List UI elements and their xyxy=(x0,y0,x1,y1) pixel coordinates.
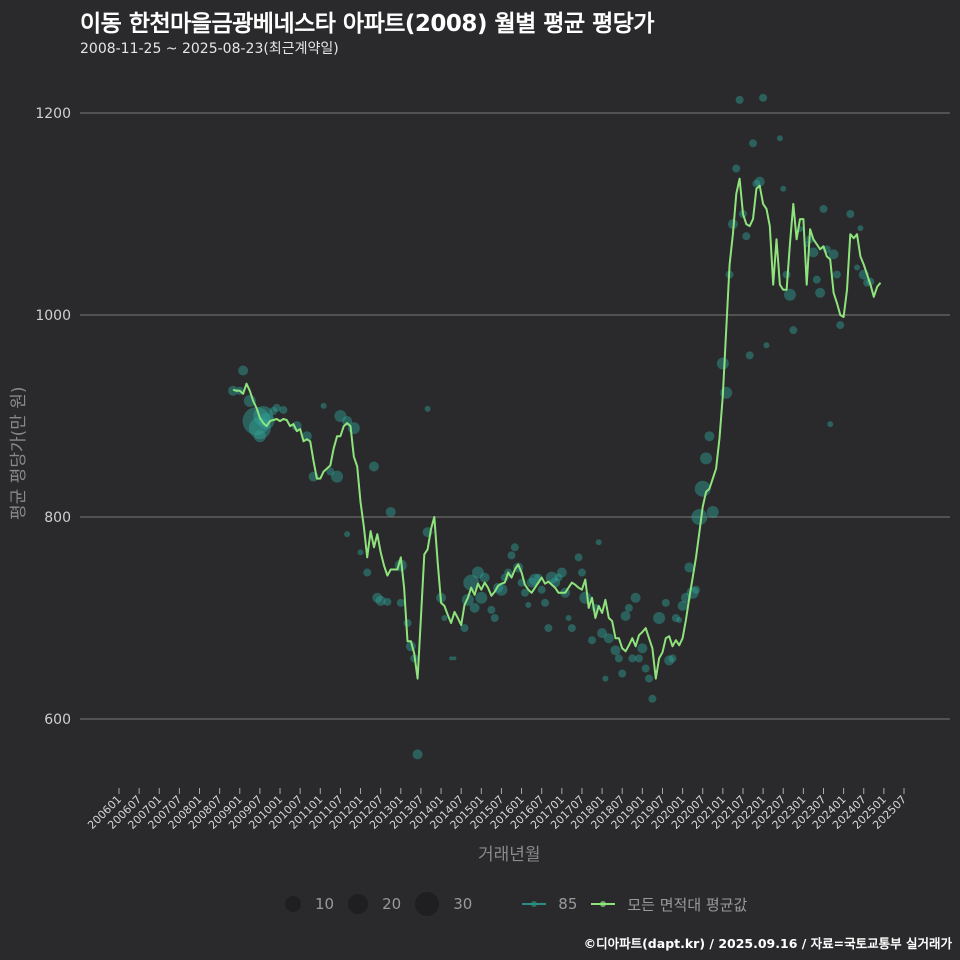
legend-label: 85 xyxy=(558,895,578,913)
y-axis-label: 평균 평당가(만 원) xyxy=(9,386,29,520)
legend-size-30: 30 xyxy=(415,892,472,916)
x-axis-ticks: 2006012006072007012007072008012008072009… xyxy=(85,788,909,832)
legend-label: 모든 면적대 평균값 xyxy=(627,895,748,914)
svg-text:800: 800 xyxy=(44,510,71,526)
line-marker-icon xyxy=(591,901,616,907)
scatter-series-85 xyxy=(228,93,875,760)
size-dot-icon xyxy=(285,896,301,912)
x-axis-label: 거래년월 xyxy=(478,845,541,865)
legend-series-85: 85 xyxy=(522,895,577,913)
legend-series-average: 모든 면적대 평균값 xyxy=(591,894,747,915)
chart-subtitle: 2008-11-25 ~ 2025-08-23(최근계약일) xyxy=(80,41,339,57)
y-axis-ticks: 600 800 1000 1200 xyxy=(35,106,71,728)
line-marker-icon xyxy=(522,901,547,907)
legend: 10 20 30 85 모든 면적대 평균값 xyxy=(285,892,761,916)
legend-size-10: 10 xyxy=(285,895,334,913)
grid-lines xyxy=(80,112,950,720)
svg-text:600: 600 xyxy=(44,712,71,728)
legend-label: 20 xyxy=(382,895,402,913)
size-dot-icon xyxy=(348,894,369,914)
size-dot-icon xyxy=(415,892,440,916)
legend-label: 30 xyxy=(453,895,473,913)
svg-text:1000: 1000 xyxy=(35,308,71,324)
legend-label: 10 xyxy=(315,895,335,913)
chart-title: 이동 한천마을금광베네스타 아파트(2008) 월별 평균 평당가 xyxy=(80,11,655,37)
svg-text:1200: 1200 xyxy=(35,106,71,122)
legend-size-20: 20 xyxy=(348,894,401,914)
credit-text: ©디아파트(dapt.kr) / 2025.09.16 / 자료=국토교통부 실… xyxy=(583,936,952,951)
line-series-average xyxy=(232,177,882,680)
